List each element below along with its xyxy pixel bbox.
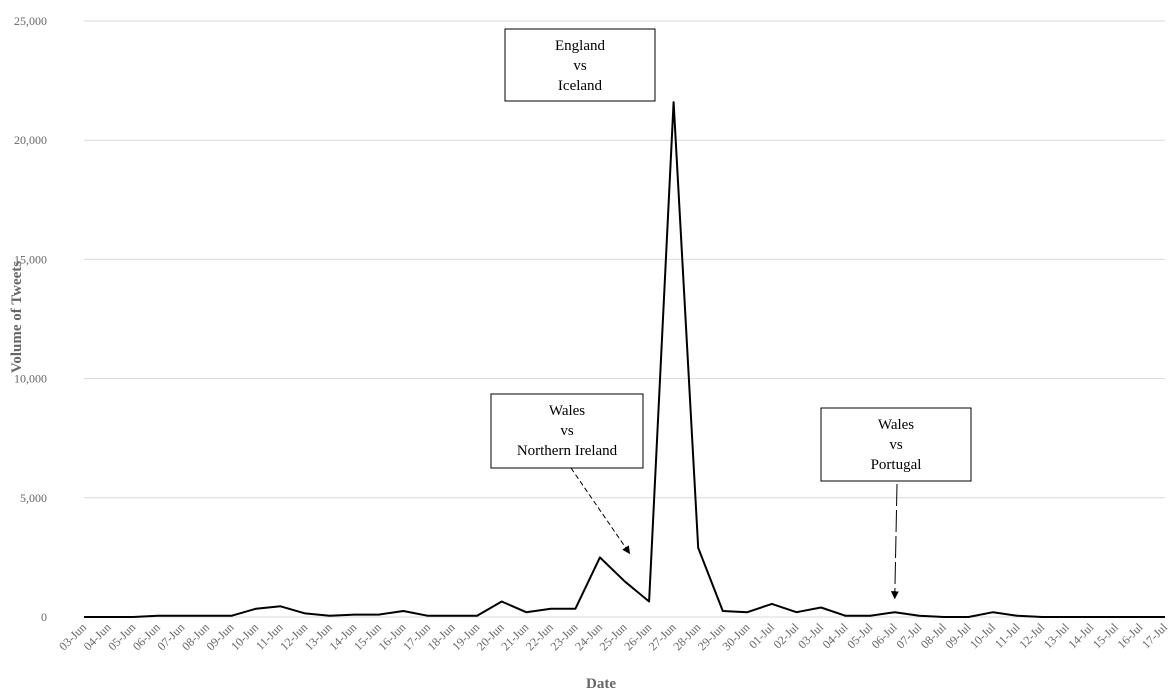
x-tick-label: 27-Jun (646, 620, 679, 653)
x-tick-label: 14-Jul (1065, 620, 1097, 652)
y-tick-label: 10,000 (14, 372, 47, 386)
x-tick-label: 20-Jun (474, 620, 507, 653)
x-tick-label: 28-Jun (670, 620, 703, 653)
x-axis-ticks: 03-Jun04-Jun05-Jun06-Jun07-Jun08-Jun09-J… (56, 620, 1170, 653)
x-tick-label: 10-Jul (967, 620, 999, 652)
annotation-label: England (555, 38, 605, 54)
x-tick-label: 09-Jun (204, 620, 237, 653)
x-tick-label: 17-Jul (1139, 620, 1171, 652)
annotation-label: Wales (549, 403, 585, 419)
x-tick-label: 16-Jun (376, 620, 409, 653)
x-tick-label: 04-Jul (820, 620, 852, 652)
x-tick-label: 23-Jun (547, 620, 580, 653)
x-tick-label: 03-Jun (56, 620, 89, 653)
x-tick-label: 15-Jun (351, 620, 384, 653)
annotation-label: Northern Ireland (517, 443, 618, 459)
x-tick-label: 21-Jun (498, 620, 531, 653)
x-tick-label: 19-Jun (449, 620, 482, 653)
x-tick-label: 16-Jul (1114, 620, 1146, 652)
x-tick-label: 09-Jul (942, 620, 974, 652)
x-tick-label: 06-Jun (130, 620, 163, 653)
x-tick-label: 02-Jul (770, 620, 802, 652)
annotation-arrow (570, 467, 631, 555)
x-tick-label: 10-Jun (228, 620, 261, 653)
x-tick-label: 14-Jun (326, 620, 359, 653)
series-layer (84, 101, 1165, 618)
x-tick-label: 15-Jul (1090, 620, 1122, 652)
x-tick-label: 12-Jul (1016, 620, 1048, 652)
y-tick-label: 0 (41, 610, 47, 624)
x-tick-label: 01-Jul (746, 620, 778, 652)
annotation-box (820, 407, 972, 482)
x-tick-label: 18-Jun (425, 620, 458, 653)
x-tick-label: 08-Jul (918, 620, 950, 652)
x-tick-label: 26-Jun (621, 620, 654, 653)
annotation: Wales vs Northern Ireland (490, 393, 644, 555)
x-tick-label: 13-Jul (1041, 620, 1073, 652)
x-tick-label: 12-Jun (277, 620, 310, 653)
x-tick-label: 29-Jun (695, 620, 728, 653)
annotation-label: vs (560, 423, 574, 439)
annotation-box (504, 28, 656, 102)
x-tick-label: 06-Jul (869, 620, 901, 652)
x-tick-label: 30-Jun (719, 620, 752, 653)
x-tick-label: 13-Jun (302, 620, 335, 653)
annotation-label: Wales (878, 417, 914, 433)
x-tick-label: 07-Jun (154, 620, 187, 653)
tweet-volume-line (84, 101, 1165, 618)
annotation-label: Portugal (871, 457, 922, 473)
x-tick-label: 05-Jul (844, 620, 876, 652)
y-tick-label: 15,000 (14, 252, 47, 266)
x-tick-label: 11-Jul (992, 620, 1023, 651)
gridlines (84, 20, 1165, 618)
x-tick-label: 03-Jul (795, 620, 827, 652)
y-tick-label: 25,000 (14, 14, 47, 28)
x-tick-label: 22-Jun (523, 620, 556, 653)
x-tick-label: 07-Jul (893, 620, 925, 652)
x-axis-title: Date (586, 676, 616, 692)
x-tick-label: 05-Jun (105, 620, 138, 653)
y-tick-label: 20,000 (14, 133, 47, 147)
x-tick-label: 08-Jun (179, 620, 212, 653)
annotation-box (490, 393, 644, 469)
annotation: England vs Iceland (504, 28, 656, 102)
y-tick-label: 5,000 (20, 491, 47, 505)
annotation-arrow (890, 483, 899, 600)
annotation-label: vs (889, 437, 903, 453)
annotation-label: vs (573, 58, 587, 74)
x-tick-label: 17-Jun (400, 620, 433, 653)
annotation-label: Iceland (558, 78, 603, 94)
x-tick-label: 04-Jun (81, 620, 114, 653)
y-axis-ticks: 0 5,000 10,000 15,000 20,000 25,000 (14, 14, 47, 624)
x-tick-label: 25-Jun (597, 620, 630, 653)
y-axis-title: Volume of Tweets (9, 261, 25, 373)
x-tick-label: 24-Jun (572, 620, 605, 653)
annotation: Wales vs Portugal (820, 407, 972, 600)
